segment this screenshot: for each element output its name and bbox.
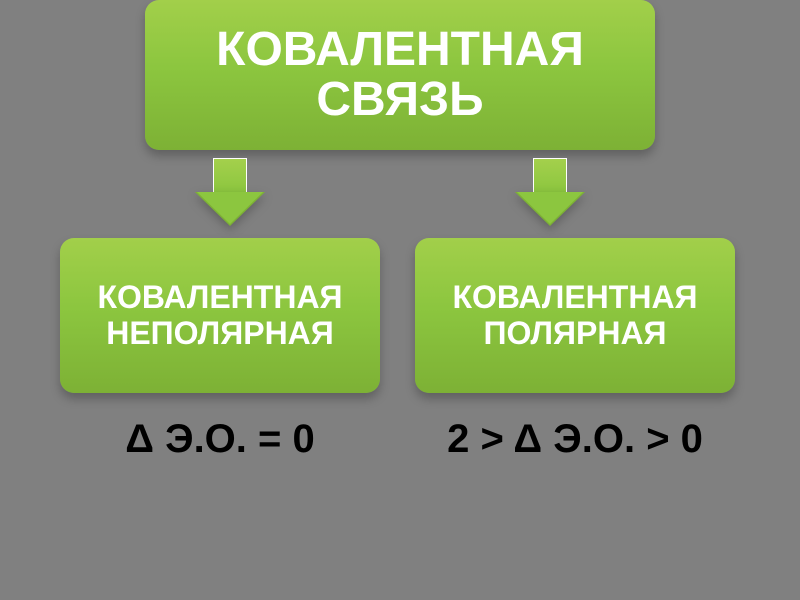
left-formula: Δ Э.О. = 0 (60, 418, 380, 460)
arrow-head (517, 192, 583, 224)
arrow-head (197, 192, 263, 224)
right-box: КОВАЛЕНТНАЯ ПОЛЯРНАЯ (415, 238, 735, 393)
right-formula-text: 2 > Δ Э.О. > 0 (447, 417, 703, 461)
arrow-left (195, 158, 265, 228)
left-box-text: КОВАЛЕНТНАЯ НЕПОЛЯРНАЯ (78, 280, 362, 350)
left-box: КОВАЛЕНТНАЯ НЕПОЛЯРНАЯ (60, 238, 380, 393)
title-text: КОВАЛЕНТНАЯ СВЯЗЬ (165, 25, 635, 126)
arrow-stem (533, 158, 567, 192)
arrow-right (515, 158, 585, 228)
title-box: КОВАЛЕНТНАЯ СВЯЗЬ (145, 0, 655, 150)
right-box-text: КОВАЛЕНТНАЯ ПОЛЯРНАЯ (433, 280, 717, 350)
right-formula: 2 > Δ Э.О. > 0 (415, 418, 735, 460)
left-formula-text: Δ Э.О. = 0 (125, 417, 315, 461)
arrow-stem (213, 158, 247, 192)
